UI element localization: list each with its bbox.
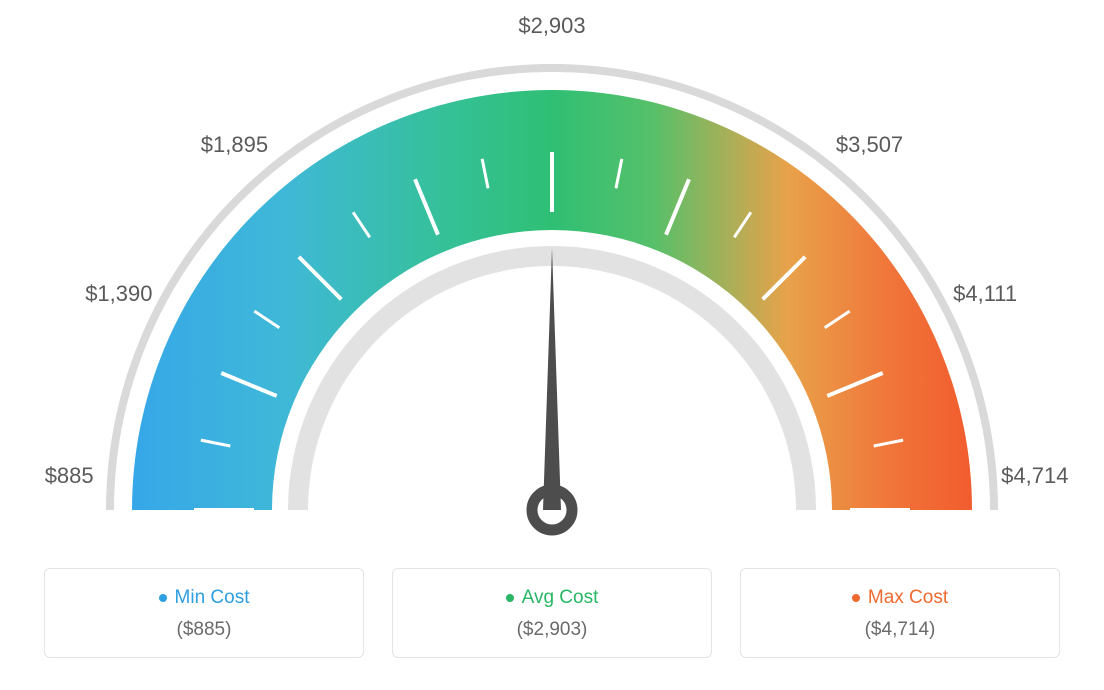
legend-row: Min Cost ($885) Avg Cost ($2,903) Max Cost ($…: [0, 568, 1104, 658]
legend-dot-icon: [852, 594, 860, 602]
legend-dot-icon: [159, 594, 167, 602]
legend-card: Min Cost ($885): [44, 568, 364, 658]
legend-title-text: Avg Cost: [522, 587, 599, 609]
gauge-tick-label: $4,111: [953, 281, 1017, 307]
gauge-tick-label: $2,903: [518, 13, 585, 39]
legend-value: ($4,714): [751, 619, 1049, 641]
legend-title: Min Cost: [159, 587, 250, 609]
gauge-tick-label: $4,714: [1001, 463, 1068, 489]
legend-title: Avg Cost: [506, 587, 599, 609]
gauge-svg: [0, 0, 1104, 560]
legend-title-text: Max Cost: [868, 587, 948, 609]
legend-title: Max Cost: [852, 587, 948, 609]
legend-dot-icon: [506, 594, 514, 602]
legend-title-text: Min Cost: [175, 587, 250, 609]
gauge-tick-label: $1,390: [85, 281, 152, 307]
gauge-chart: $885 $1,390 $1,895 $2,903 $3,507 $4,111 $4,714: [0, 0, 1104, 560]
legend-value: ($2,903): [403, 619, 701, 641]
gauge-tick-label: $885: [45, 463, 94, 489]
legend-card: Max Cost ($4,714): [740, 568, 1060, 658]
gauge-tick-label: $1,895: [201, 132, 268, 158]
legend-value: ($885): [55, 619, 353, 641]
gauge-tick-label: $3,507: [836, 132, 903, 158]
legend-card: Avg Cost ($2,903): [392, 568, 712, 658]
